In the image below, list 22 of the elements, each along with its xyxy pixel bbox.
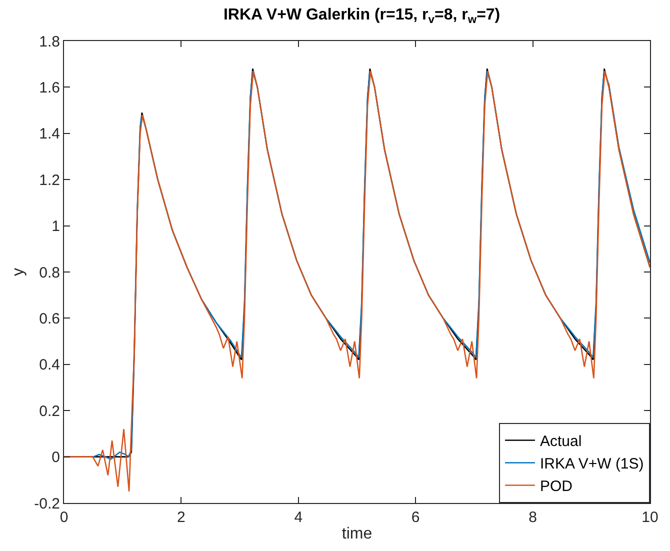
y-tick-label: 1.8 [39,33,60,50]
chart-title: IRKA V+W Galerkin (r=15, r$_{v}$=8, r$_{w}$=7) [223,6,500,26]
x-tick-label: 10 [642,509,658,526]
legend-label: IRKA V+W (1S) [540,456,644,473]
y-axis-title: y [10,268,28,276]
y-tick-label: 1.2 [39,172,60,189]
y-tick-label: -0.2 [34,495,60,512]
x-tick-label: 4 [294,509,303,526]
y-tick-label: 0.4 [39,356,60,374]
y-tick-label: 0.2 [39,402,60,420]
y-tick-label: 0.6 [39,310,60,328]
y-tick-label: 0 [52,449,60,466]
x-tick-label: 8 [528,509,537,526]
y-tick-label: 1 [52,218,60,236]
y-tick-label: 1.6 [39,79,60,96]
y-tick-label: 0.8 [39,264,60,282]
legend-label: Actual [540,433,582,450]
x-tick-label: 6 [411,509,420,526]
y-tick-label: 1.4 [39,126,60,143]
x-axis-title: time [342,526,372,543]
x-tick-label: 2 [177,509,186,526]
legend-label: POD [540,478,573,496]
